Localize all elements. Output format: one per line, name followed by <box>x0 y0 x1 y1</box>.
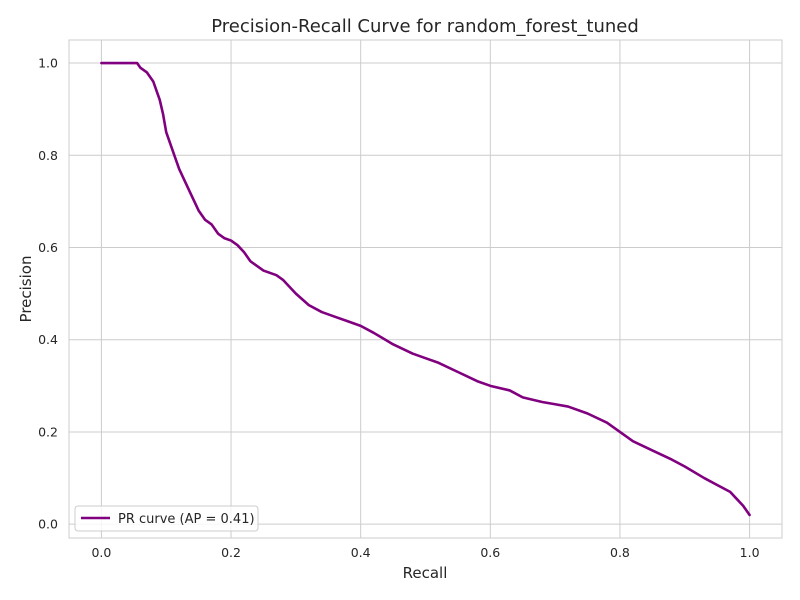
y-axis-label: Precision <box>17 256 35 323</box>
grid <box>69 40 782 538</box>
y-tick-label: 0.0 <box>38 517 58 532</box>
y-tick-label: 0.6 <box>38 240 58 255</box>
x-tick-label: 0.8 <box>610 545 630 560</box>
legend: PR curve (AP = 0.41) <box>74 505 259 532</box>
series-layer <box>100 61 751 517</box>
legend-box <box>74 505 259 532</box>
y-tick-label: 0.8 <box>38 148 58 163</box>
y-tick-label: 0.2 <box>38 424 58 439</box>
x-axis-label: Recall <box>403 564 448 582</box>
y-tick-label: 1.0 <box>38 56 58 71</box>
y-tick-label: 0.4 <box>38 332 58 347</box>
x-tick-label: 0.2 <box>221 545 241 560</box>
plot-frame <box>68 39 783 539</box>
chart-title: Precision-Recall Curve for random_forest… <box>211 16 639 37</box>
tick-labels: 0.0 0.2 0.4 0.6 0.8 1.0 0.0 0.2 0.4 0.6 0.8 1.0 <box>38 56 759 560</box>
x-tick-label: 0.6 <box>480 545 500 560</box>
pr-curve-line <box>100 61 751 517</box>
x-tick-label: 1.0 <box>740 545 760 560</box>
legend-label: PR curve (AP = 0.41) <box>118 512 255 527</box>
x-tick-label: 0.0 <box>91 545 111 560</box>
x-tick-label: 0.4 <box>351 545 371 560</box>
